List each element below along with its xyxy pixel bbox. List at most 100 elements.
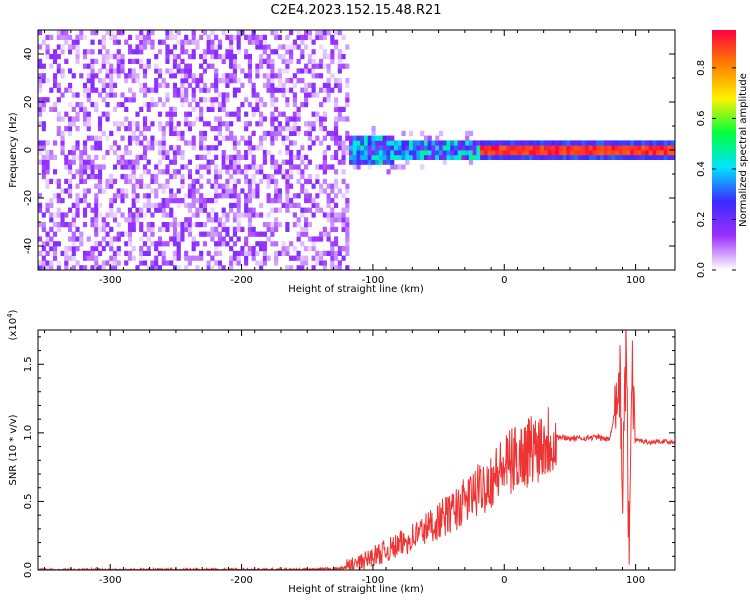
heatmap-cell [259,63,264,69]
heatmap-cell [184,116,189,122]
heatmap-cell [334,140,339,146]
heatmap-cell [180,226,185,232]
heatmap-cell [217,250,223,256]
heatmap-cell [326,202,331,208]
heatmap-cell [82,222,88,228]
heatmap-cell [127,241,133,247]
heatmap-cell [135,183,140,189]
heatmap-cell [195,116,200,122]
heatmap-cell [334,78,339,84]
heatmap-cell [300,241,305,247]
heatmap-cell [94,154,99,160]
heatmap-cell [202,49,208,55]
heatmap-cell [127,250,133,256]
heatmap-cell [232,92,237,98]
heatmap-cell [67,183,73,189]
heatmap-cell [382,145,387,151]
heatmap-cell [412,150,417,156]
heatmap-cell [247,222,252,228]
heatmap-cell [240,250,245,256]
heatmap-cell [165,44,170,50]
heatmap-cell [52,102,58,108]
heatmap-cell [79,169,84,175]
heatmap-cell [300,78,305,84]
heatmap-cell [270,154,275,160]
heatmap-cell [169,159,174,165]
heatmap-cell [408,130,414,136]
heatmap-cell [172,126,178,132]
heatmap-cell [251,231,256,237]
heatmap-cell [49,202,54,208]
heatmap-cell [221,207,226,213]
heatmap-cell [281,58,286,64]
heatmap-cell [315,63,320,69]
heatmap-cell [382,154,387,160]
heatmap-cell [56,54,61,60]
heatmap-cell [45,164,50,170]
heatmap-cell [97,68,103,74]
heatmap-cell [157,68,163,74]
heatmap-cell [247,250,252,256]
heatmap-cell [172,217,178,223]
heatmap-cell [255,250,260,256]
heatmap-cell [38,97,43,103]
y-tick-label: 0 [23,147,34,153]
heatmap-cell [319,126,324,132]
heatmap-cell [315,250,320,256]
heatmap-cell [671,150,675,156]
heatmap-cell [345,188,350,194]
heatmap-cell [341,178,346,184]
heatmap-cells [38,30,675,270]
heatmap-cell [322,87,327,93]
heatmap-cell [139,207,144,213]
heatmap-cell [229,188,234,194]
heatmap-cell [112,54,118,60]
heatmap-cell [60,212,65,218]
heatmap-cell [161,202,166,208]
heatmap-cell [326,198,331,204]
heatmap-cell [214,198,219,204]
heatmap-cell [112,236,118,242]
heatmap-cell [217,231,223,237]
x-tick-label: -200 [230,575,253,586]
heatmap-cell [345,198,350,204]
heatmap-cell [285,174,290,180]
heatmap-cell [251,82,256,88]
heatmap-cell [232,87,237,93]
heatmap-cell [300,226,305,232]
heatmap-cell [146,140,151,146]
heatmap-cell [229,135,234,141]
heatmap-cell [304,121,309,127]
heatmap-cell [112,178,118,184]
heatmap-cell [116,54,121,60]
heatmap-cell [97,39,103,45]
heatmap-cell [247,198,252,204]
heatmap-cell [667,145,672,151]
heatmap-cell [551,154,556,160]
heatmap-cell [513,140,519,146]
heatmap-cell [67,44,73,50]
heatmap-cell [244,97,249,103]
heatmap-cell [116,58,121,64]
heatmap-cell [255,44,260,50]
heatmap-cell [142,241,148,247]
heatmap-cell [105,116,110,122]
heatmap-cell [120,58,125,64]
heatmap-cell [146,198,151,204]
heatmap-cell [337,265,342,270]
heatmap-cell [247,246,252,252]
heatmap-cell [510,140,515,146]
heatmap-cell [304,222,309,228]
heatmap-cell [285,265,290,270]
heatmap-cell [330,255,335,261]
heatmap-cell [232,169,237,175]
heatmap-cell [300,49,305,55]
heatmap-cell [101,130,106,136]
heatmap-cell [49,246,54,252]
heatmap-cell [191,212,196,218]
heatmap-cell [225,73,230,79]
heatmap-cell [221,188,226,194]
heatmap-cell [296,265,301,270]
heatmap-cell [94,222,99,228]
heatmap-cell [277,82,282,88]
